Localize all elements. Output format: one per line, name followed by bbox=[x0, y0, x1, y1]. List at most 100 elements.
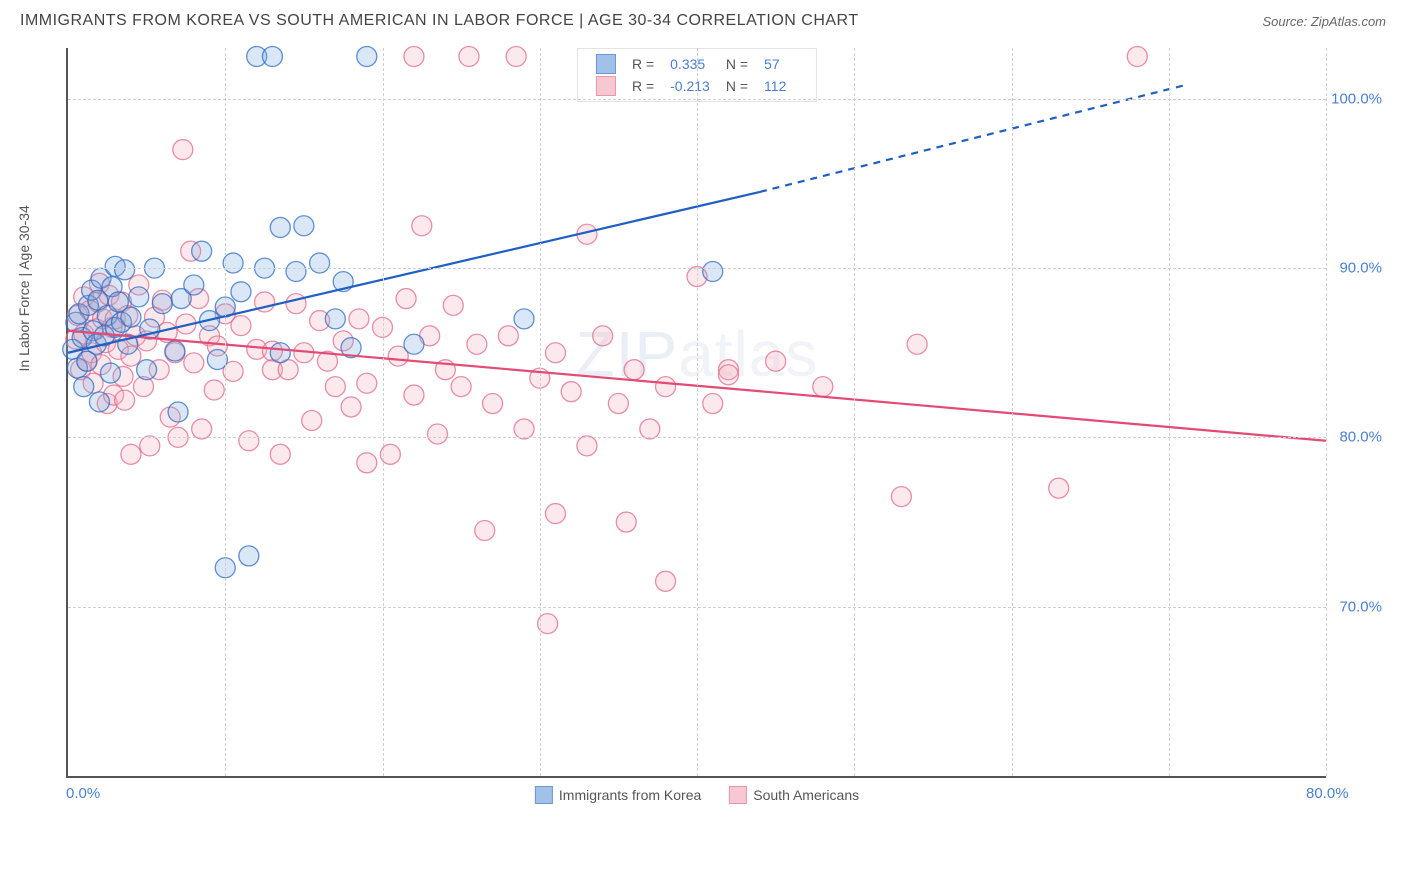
data-point bbox=[325, 309, 345, 329]
data-point bbox=[357, 373, 377, 393]
data-point bbox=[357, 46, 377, 66]
legend-item: Immigrants from Korea bbox=[535, 786, 701, 804]
data-point bbox=[231, 282, 251, 302]
data-point bbox=[475, 521, 495, 541]
data-point bbox=[115, 260, 135, 280]
data-point bbox=[404, 334, 424, 354]
data-point bbox=[121, 444, 141, 464]
legend-label: South Americans bbox=[753, 787, 859, 803]
data-point bbox=[165, 341, 185, 361]
data-point bbox=[204, 380, 224, 400]
data-point bbox=[341, 397, 361, 417]
data-point bbox=[608, 394, 628, 414]
gridline-vertical bbox=[383, 48, 384, 776]
data-point bbox=[325, 377, 345, 397]
data-point bbox=[404, 385, 424, 405]
data-point bbox=[357, 453, 377, 473]
data-point bbox=[121, 307, 141, 327]
data-point bbox=[74, 377, 94, 397]
data-point bbox=[310, 253, 330, 273]
data-point bbox=[545, 343, 565, 363]
data-point bbox=[137, 360, 157, 380]
y-tick-label: 70.0% bbox=[1339, 598, 1382, 615]
data-point bbox=[192, 419, 212, 439]
data-point bbox=[443, 295, 463, 315]
y-axis-label: In Labor Force | Age 30-34 bbox=[16, 205, 32, 371]
data-point bbox=[192, 241, 212, 261]
data-point bbox=[168, 402, 188, 422]
data-point bbox=[506, 46, 526, 66]
data-point bbox=[718, 365, 738, 385]
regression-line bbox=[68, 192, 760, 353]
data-point bbox=[766, 351, 786, 371]
data-point bbox=[152, 294, 172, 314]
data-point bbox=[349, 309, 369, 329]
data-point bbox=[294, 216, 314, 236]
data-point bbox=[907, 334, 927, 354]
gridline-vertical bbox=[854, 48, 855, 776]
data-point bbox=[239, 546, 259, 566]
data-point bbox=[577, 436, 597, 456]
x-tick-label: 80.0% bbox=[1306, 785, 1349, 802]
data-point bbox=[891, 487, 911, 507]
chart-container: IMMIGRANTS FROM KOREA VS SOUTH AMERICAN … bbox=[0, 0, 1406, 892]
data-point bbox=[270, 444, 290, 464]
chart-title: IMMIGRANTS FROM KOREA VS SOUTH AMERICAN … bbox=[20, 12, 859, 30]
data-point bbox=[184, 353, 204, 373]
data-point bbox=[616, 512, 636, 532]
data-point bbox=[115, 390, 135, 410]
data-point bbox=[428, 424, 448, 444]
chart-source: Source: ZipAtlas.com bbox=[1262, 14, 1386, 29]
data-point bbox=[498, 326, 518, 346]
data-point bbox=[561, 382, 581, 402]
data-point bbox=[239, 431, 259, 451]
series-legend: Immigrants from Korea South Americans bbox=[535, 786, 859, 804]
gridline-vertical bbox=[225, 48, 226, 776]
data-point bbox=[459, 46, 479, 66]
y-tick-label: 90.0% bbox=[1339, 260, 1382, 277]
legend-label: Immigrants from Korea bbox=[559, 787, 701, 803]
data-point bbox=[302, 410, 322, 430]
legend-swatch bbox=[535, 786, 553, 804]
data-point bbox=[286, 261, 306, 281]
data-point bbox=[483, 394, 503, 414]
data-point bbox=[451, 377, 471, 397]
data-point bbox=[624, 360, 644, 380]
gridline-vertical bbox=[697, 48, 698, 776]
data-point bbox=[467, 334, 487, 354]
data-point bbox=[100, 363, 120, 383]
gridline-vertical bbox=[1326, 48, 1327, 776]
data-point bbox=[270, 217, 290, 237]
data-point bbox=[270, 343, 290, 363]
data-point bbox=[262, 46, 282, 66]
legend-item: South Americans bbox=[729, 786, 859, 804]
x-tick-label: 0.0% bbox=[66, 785, 100, 802]
data-point bbox=[514, 419, 534, 439]
chart-area: In Labor Force | Age 30-34 ZIPatlas R =0… bbox=[20, 38, 1386, 838]
regression-line bbox=[760, 85, 1185, 192]
data-point bbox=[703, 261, 723, 281]
gridline-vertical bbox=[1012, 48, 1013, 776]
data-point bbox=[656, 377, 676, 397]
data-point bbox=[813, 377, 833, 397]
data-point bbox=[545, 504, 565, 524]
data-point bbox=[140, 436, 160, 456]
legend-swatch bbox=[729, 786, 747, 804]
data-point bbox=[1049, 478, 1069, 498]
gridline-vertical bbox=[540, 48, 541, 776]
data-point bbox=[656, 571, 676, 591]
data-point bbox=[173, 140, 193, 160]
data-point bbox=[412, 216, 432, 236]
plot-area: ZIPatlas R =0.335N =57R =-0.213N =112 Im… bbox=[66, 48, 1326, 778]
data-point bbox=[640, 419, 660, 439]
data-point bbox=[703, 394, 723, 414]
data-point bbox=[514, 309, 534, 329]
data-point bbox=[1127, 46, 1147, 66]
data-point bbox=[404, 46, 424, 66]
data-point bbox=[129, 287, 149, 307]
data-point bbox=[593, 326, 613, 346]
gridline-vertical bbox=[1169, 48, 1170, 776]
y-tick-label: 100.0% bbox=[1331, 90, 1382, 107]
chart-header: IMMIGRANTS FROM KOREA VS SOUTH AMERICAN … bbox=[20, 12, 1386, 30]
data-point bbox=[184, 275, 204, 295]
